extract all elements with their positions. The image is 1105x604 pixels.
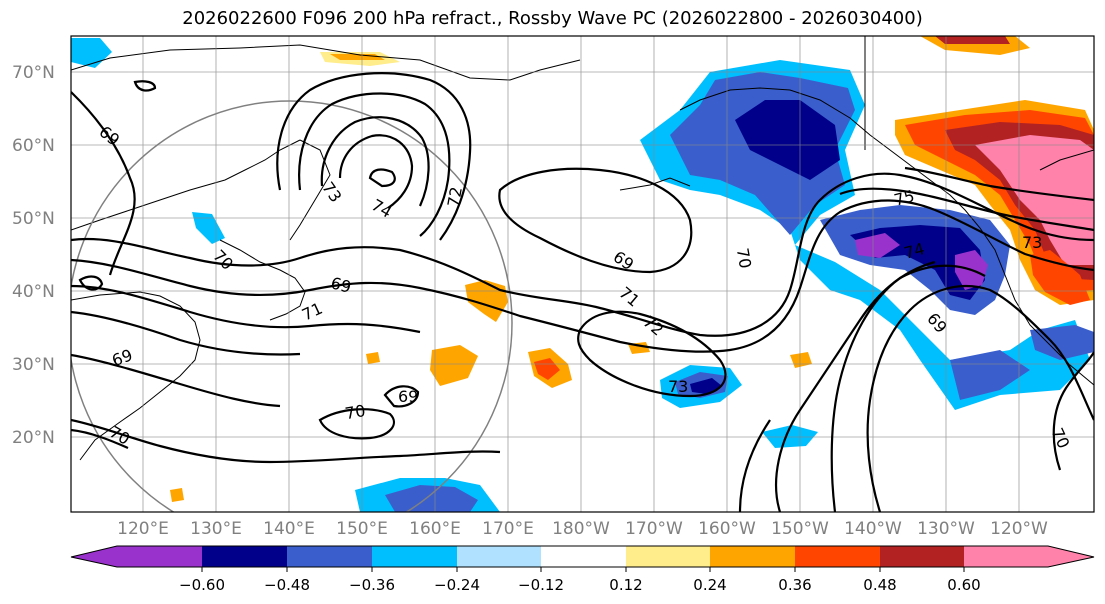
colorbar-segment [541, 546, 626, 567]
map-frame [70, 35, 1095, 513]
colorbar-tick-label: −0.36 [349, 576, 395, 594]
colorbar-ticks [201, 567, 965, 572]
colorbar-segment [710, 546, 795, 567]
colorbar-tick-label: 0.36 [778, 576, 811, 594]
lon-label: 180°W [552, 519, 610, 539]
contour-label: 73 [1022, 233, 1042, 252]
shading-layer [71, 36, 1094, 512]
height-contours [71, 72, 1094, 512]
map-layers: 69 73 74 72 70 69 71 69 71 72 70 69 73 7… [71, 36, 1094, 512]
colorbar-extend-high [1048, 546, 1094, 567]
contour-labels: 69 73 74 72 70 69 71 69 71 72 70 69 73 7… [95, 122, 1073, 451]
colorbar-segment [626, 546, 710, 567]
longitude-labels: 120°E 130°E 140°E 150°E 160°E 170°E 180°… [117, 519, 1048, 539]
colorbar-outline [70, 545, 1095, 568]
contour-label: 70 [344, 401, 367, 423]
colorbar-tick-label: −0.24 [434, 576, 480, 594]
colorbar-segment [202, 546, 287, 567]
colorbar-tick-label: 0.24 [693, 576, 726, 594]
lon-label: 150°W [771, 519, 829, 539]
colorbar-tick-label: −0.60 [179, 576, 225, 594]
lon-label: 130°W [917, 519, 975, 539]
colorbar-segment [372, 546, 457, 567]
colorbar-segment [287, 546, 372, 567]
contour-label: 73 [668, 377, 688, 396]
lon-label: 130°E [190, 519, 242, 539]
contour-label: 74 [902, 239, 927, 263]
colorbar-segment [795, 546, 880, 567]
lon-label: 160°W [698, 519, 756, 539]
figure-title: 2026022600 F096 200 hPa refract., Rossby… [182, 8, 923, 29]
contour-label: 70 [733, 247, 755, 270]
lat-label: 50°N [12, 209, 55, 229]
radius-circle [71, 100, 513, 512]
colorbar-segment [964, 546, 1048, 567]
lon-label: 140°E [263, 519, 315, 539]
colorbar: −0.60 −0.48 −0.36 −0.24 −0.12 0.12 0.24 … [70, 545, 1095, 594]
colorbar-tick-label: 0.60 [947, 576, 980, 594]
contour-label: 75 [892, 186, 917, 210]
colorbar-tick-label: 0.48 [863, 576, 896, 594]
colorbar-segment [457, 546, 541, 567]
lon-label: 140°W [844, 519, 902, 539]
colorbar-tick-label: −0.12 [518, 576, 564, 594]
contour-label: 72 [444, 185, 466, 208]
lon-label: 120°E [117, 519, 169, 539]
lat-label: 60°N [12, 136, 55, 156]
colorbar-segment [117, 546, 202, 567]
contour-label: 69 [398, 387, 418, 406]
contour-label: 69 [329, 273, 354, 297]
colorbar-extend-low [71, 546, 117, 567]
lon-label: 160°E [409, 519, 461, 539]
lon-label: 170°W [625, 519, 683, 539]
colorbar-tick-label: 0.12 [609, 576, 642, 594]
lon-label: 120°W [990, 519, 1048, 539]
colorbar-segment [880, 546, 964, 567]
lat-label: 40°N [12, 282, 55, 302]
latitude-labels: 70°N 60°N 50°N 40°N 30°N 20°N [12, 63, 55, 448]
lat-label: 30°N [12, 355, 55, 375]
lat-label: 70°N [12, 63, 55, 83]
colorbar-tick-label: −0.48 [264, 576, 310, 594]
lon-label: 170°E [482, 519, 534, 539]
lon-label: 150°E [336, 519, 388, 539]
lat-label: 20°N [12, 428, 55, 448]
